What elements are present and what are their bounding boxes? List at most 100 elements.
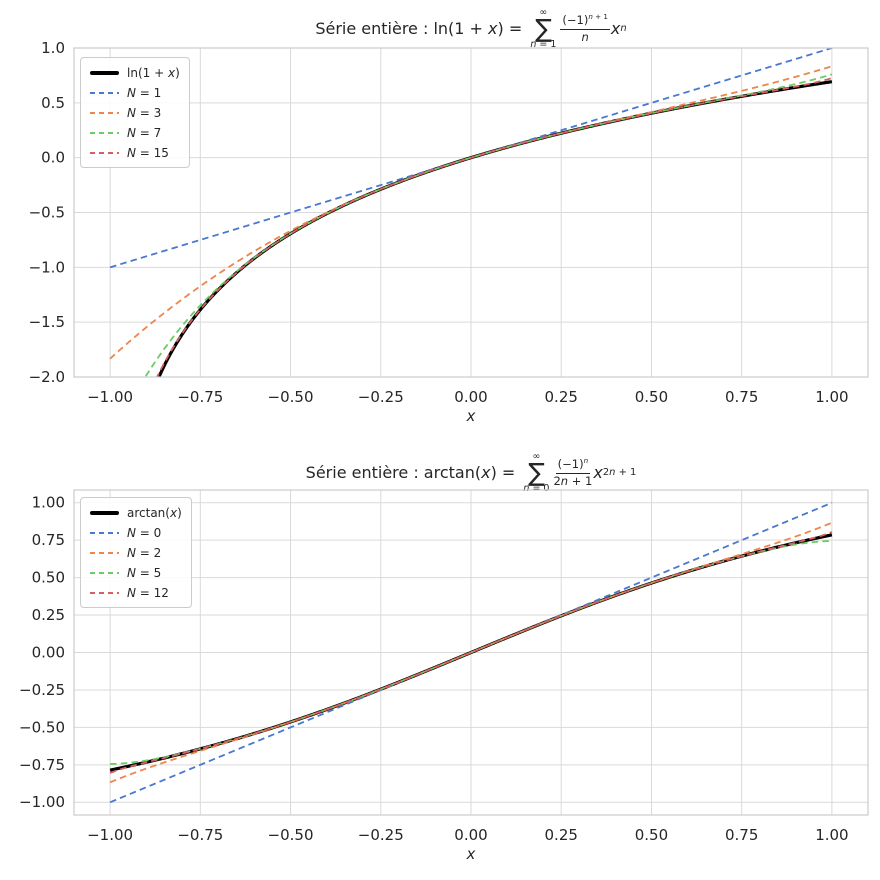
y-tick-label: 0.0 bbox=[41, 149, 65, 167]
formula-text: arctan( bbox=[127, 505, 170, 520]
formula-text: = 3 bbox=[135, 105, 162, 120]
formula-text: = 1 bbox=[135, 85, 162, 100]
formula-text: = 0 bbox=[529, 482, 550, 494]
legend-line-sample bbox=[90, 591, 119, 594]
axes-spines bbox=[73, 489, 869, 816]
legend-row: N = 2 bbox=[90, 545, 182, 560]
formula-text: = 0 bbox=[135, 525, 162, 540]
x-axis-label: x bbox=[466, 407, 476, 425]
formula-text: n bbox=[583, 456, 589, 466]
x-tick-label: −1.00 bbox=[87, 388, 133, 406]
x-tick-label: 0.00 bbox=[454, 826, 487, 844]
x-tick-label: −0.25 bbox=[358, 826, 404, 844]
legend-label: N = 5 bbox=[127, 567, 161, 579]
formula-text: + 1 bbox=[592, 12, 608, 22]
formula-text: ) = bbox=[497, 19, 528, 39]
y-tick-label: −0.50 bbox=[19, 718, 65, 736]
formula-text: (−1) bbox=[562, 13, 589, 28]
formula-text: x bbox=[610, 19, 621, 39]
legend-row: N = 1 bbox=[90, 85, 180, 100]
plot-area-ln: −1.00 −0.75 −0.50 −0.25 0.00 0.25 0.50 0.75 1.00… bbox=[29, 39, 869, 425]
legend-label: N = 1 bbox=[127, 87, 161, 99]
x-tick-label: 0.75 bbox=[725, 826, 758, 844]
legend-row: N = 12 bbox=[90, 585, 182, 600]
x-tick-label: 0.75 bbox=[725, 388, 758, 406]
formula-text: = 1 bbox=[536, 38, 557, 50]
formula-text: x bbox=[593, 463, 603, 483]
y-tick-label: 1.0 bbox=[41, 39, 65, 57]
legend-row: N = 15 bbox=[90, 145, 180, 160]
y-tick-label: −0.75 bbox=[19, 756, 65, 774]
x-tick-label: 1.00 bbox=[815, 388, 848, 406]
formula-text: N bbox=[127, 545, 136, 560]
formula-text: N bbox=[127, 565, 136, 580]
legend-label: N = 15 bbox=[127, 147, 169, 159]
x-tick-label: 0.50 bbox=[635, 826, 668, 844]
legend-line-sample bbox=[90, 571, 119, 574]
formula-text: ) bbox=[175, 65, 180, 80]
y-tick-label: −0.5 bbox=[29, 203, 65, 221]
formula-text: (−1) bbox=[557, 457, 584, 472]
formula-text: x bbox=[169, 505, 178, 520]
x-tick-label: −0.75 bbox=[177, 388, 223, 406]
y-tick-label: −0.25 bbox=[19, 681, 65, 699]
formula-text: n bbox=[530, 38, 537, 50]
fraction: (−1)n 2n + 1 bbox=[553, 456, 592, 488]
x-tick-label: 0.00 bbox=[454, 388, 487, 406]
chart-ln-series: Série entière : ln(1 + x) = ∞ ∑ n = 1 (−1)n… bbox=[29, 7, 869, 425]
formula-text: x bbox=[488, 19, 498, 39]
legend-line-sample bbox=[90, 70, 119, 75]
legend-row: ln(1 + x) bbox=[90, 65, 180, 80]
formula-text: N bbox=[127, 105, 136, 120]
y-tick-label: −1.00 bbox=[19, 793, 65, 811]
x-tick-label: 1.00 bbox=[815, 826, 848, 844]
formula-text: Série entière : ln(1 + bbox=[315, 19, 489, 39]
formula-text: = 5 bbox=[135, 565, 162, 580]
formula-text: N bbox=[127, 525, 136, 540]
y-tick-label: −1.5 bbox=[29, 313, 65, 331]
axes-spines bbox=[73, 47, 869, 378]
legend-row: N = 0 bbox=[90, 525, 182, 540]
legend-label: ln(1 + x) bbox=[127, 67, 180, 79]
x-tick-label: 0.25 bbox=[545, 388, 578, 406]
legend-line-sample bbox=[90, 91, 119, 94]
formula-text: N bbox=[127, 145, 136, 160]
formula-text: ∞ bbox=[532, 451, 541, 462]
legend-label: arctan(x) bbox=[127, 507, 182, 519]
sum-symbol: ∞ ∑ n = 0 bbox=[523, 451, 550, 494]
formula-text: N bbox=[127, 585, 136, 600]
legend-label: N = 7 bbox=[127, 127, 161, 139]
chart-title-ln: Série entière : ln(1 + x) = ∞ ∑ n = 1 (−1)n… bbox=[315, 7, 627, 50]
formula-text: = 2 bbox=[135, 545, 162, 560]
formula-text: ∞ bbox=[539, 7, 548, 18]
legend-line-sample bbox=[90, 111, 119, 114]
series-curve bbox=[156, 77, 833, 377]
formula-text: = 15 bbox=[135, 145, 169, 160]
formula-text: n bbox=[560, 473, 569, 488]
legend-line-sample bbox=[90, 531, 119, 534]
y-tick-label: 0.5 bbox=[41, 94, 65, 112]
formula-text: Série entière : arctan( bbox=[305, 463, 482, 483]
legend-row: arctan(x) bbox=[90, 505, 182, 520]
formula-text: n bbox=[523, 482, 530, 494]
legend-line-sample bbox=[90, 151, 119, 154]
sum-symbol: ∞ ∑ n = 1 bbox=[530, 7, 557, 50]
formula-text: ) bbox=[177, 505, 182, 520]
formula-text: ln(1 + bbox=[127, 65, 168, 80]
x-tick-label: −0.50 bbox=[268, 388, 314, 406]
x-tick-label: 0.25 bbox=[545, 826, 578, 844]
legend-label: N = 3 bbox=[127, 107, 161, 119]
legend-line-sample bbox=[90, 131, 119, 134]
legend-label: N = 2 bbox=[127, 547, 161, 559]
x-tick-label: −0.25 bbox=[358, 388, 404, 406]
x-tick-label: −0.75 bbox=[177, 826, 223, 844]
formula-text: = 12 bbox=[135, 585, 169, 600]
formula-text: n bbox=[588, 12, 593, 22]
legend-label: N = 12 bbox=[127, 587, 169, 599]
legend-row: N = 5 bbox=[90, 565, 182, 580]
y-tick-label: −1.0 bbox=[29, 258, 65, 276]
formula-text: N bbox=[127, 125, 136, 140]
legend-line-sample bbox=[90, 551, 119, 554]
